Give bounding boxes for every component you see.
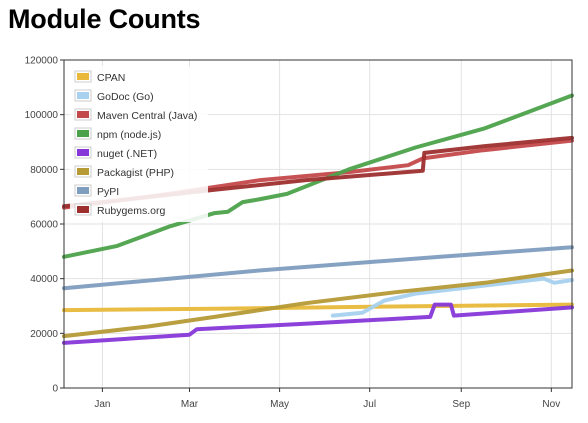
- legend-label-maven-central-java: Maven Central (Java): [97, 110, 197, 122]
- x-tick-label: Jan: [94, 399, 110, 410]
- legend-swatch-rubygems-org: [77, 206, 89, 213]
- series-line-cpan: [62, 302, 574, 313]
- y-tick-label: 20000: [30, 329, 58, 340]
- legend-label-nuget-net: nuget (.NET): [97, 148, 157, 160]
- series-line-nuget-net: [62, 302, 574, 345]
- x-tick-label: Jul: [363, 399, 376, 410]
- x-tick-label: Nov: [542, 399, 560, 410]
- series-line-godoc-go: [330, 276, 574, 318]
- legend-swatch-pypi: [77, 187, 89, 194]
- series-line-pypi: [62, 245, 574, 291]
- legend-background: [70, 66, 208, 222]
- legend-label-godoc-go: GoDoc (Go): [97, 91, 154, 103]
- series-line-packagist-php: [62, 268, 574, 339]
- y-tick-label: 100000: [25, 110, 59, 121]
- y-tick-label: 40000: [30, 274, 58, 285]
- series-line-npm-node-js: [62, 93, 574, 259]
- y-tick-label: 60000: [30, 220, 58, 231]
- legend-swatch-packagist-php: [77, 168, 89, 175]
- x-tick-label: Mar: [181, 399, 199, 410]
- plot-frame: [63, 59, 573, 389]
- legend-label-packagist-php: Packagist (PHP): [97, 167, 174, 179]
- legend-label-npm-node-js: npm (node.js): [97, 129, 161, 141]
- y-tick-label: 120000: [25, 56, 59, 67]
- legend-swatch-maven-central-java: [77, 111, 89, 118]
- chart-series-group: [62, 93, 574, 345]
- legend-label-rubygems-org: Rubygems.org: [97, 205, 165, 217]
- chart-legend: CPAN GoDoc (Go) Maven Central (Java) npm (n…: [70, 66, 208, 222]
- legend-label-cpan: CPAN: [97, 72, 125, 84]
- legend-swatch-godoc-go: [77, 92, 89, 99]
- legend-swatch-npm-node-js: [77, 130, 89, 137]
- legend-label-pypi: PyPI: [97, 186, 119, 198]
- page-title: Module Counts: [8, 4, 201, 34]
- x-tick-label: May: [270, 399, 289, 410]
- x-tick-label: Sep: [452, 399, 470, 410]
- y-tick-label: 0: [52, 384, 58, 395]
- chart-tick-labels: 0 20000 40000 60000 80000 100000 120000 Jan Mar M…: [25, 56, 561, 411]
- y-tick-label: 80000: [30, 165, 58, 176]
- legend-swatch-cpan: [77, 73, 89, 80]
- legend-swatch-nuget-net: [77, 149, 89, 156]
